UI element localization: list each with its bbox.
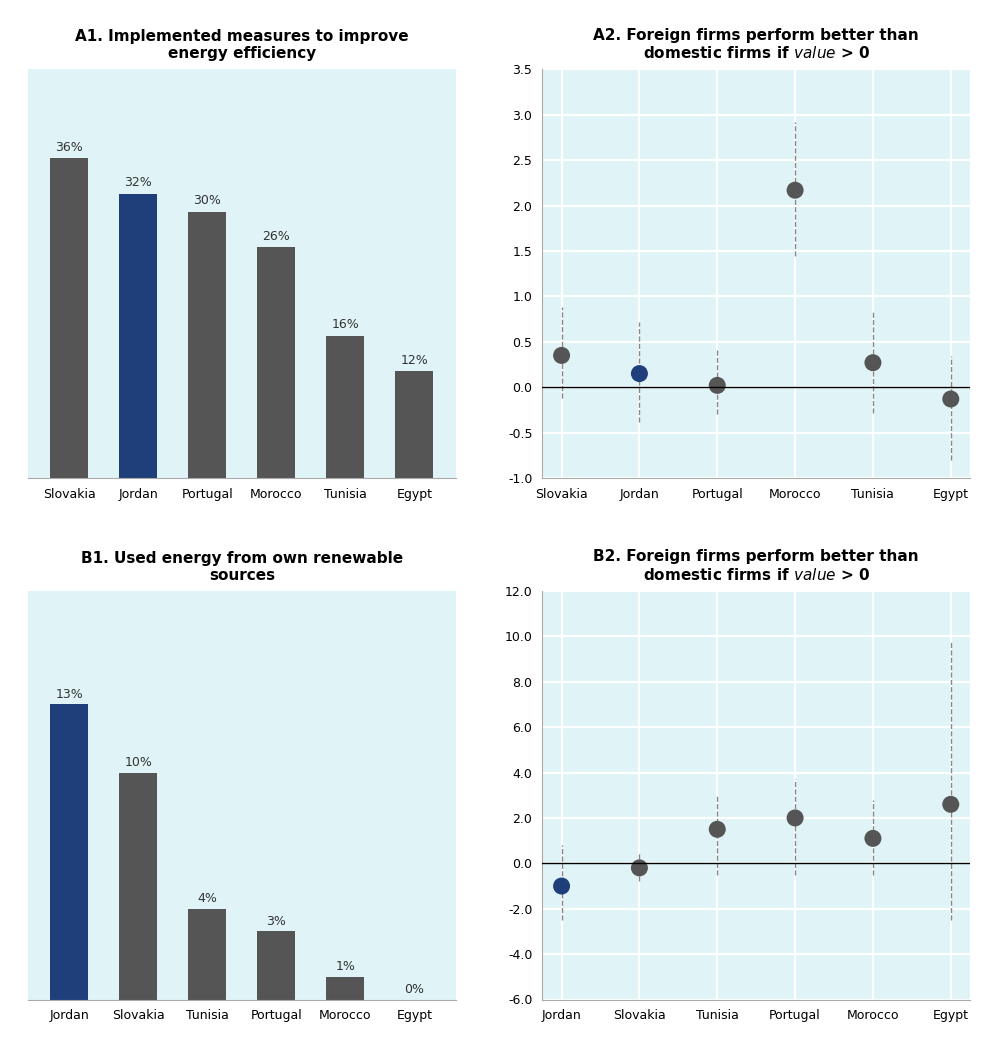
Text: 12%: 12%	[401, 354, 428, 366]
Point	[554, 878, 570, 895]
Text: 32%: 32%	[124, 176, 152, 189]
Point	[943, 391, 959, 407]
Text: 0%: 0%	[404, 983, 424, 996]
Bar	[257, 931, 295, 1000]
Text: 1%: 1%	[335, 961, 355, 973]
Bar	[188, 908, 226, 1000]
Text: 30%: 30%	[193, 194, 221, 207]
Text: 16%: 16%	[332, 318, 359, 332]
Text: 36%: 36%	[55, 141, 83, 154]
Point	[865, 354, 881, 371]
Text: 4%: 4%	[197, 892, 217, 905]
Title: A1. Implemented measures to improve
energy efficiency: A1. Implemented measures to improve ener…	[75, 29, 409, 61]
Text: 3%: 3%	[266, 915, 286, 928]
Bar	[188, 211, 226, 478]
Bar	[257, 247, 295, 478]
Point	[709, 821, 725, 838]
Point	[787, 182, 803, 198]
Title: A2. Foreign firms perform better than
domestic firms if $\it{value}$ > 0: A2. Foreign firms perform better than do…	[593, 27, 919, 61]
Point	[554, 348, 570, 364]
Point	[631, 365, 647, 382]
Title: B2. Foreign firms perform better than
domestic firms if $\it{value}$ > 0: B2. Foreign firms perform better than do…	[593, 549, 919, 583]
Bar	[50, 705, 88, 1000]
Point	[631, 860, 647, 877]
Bar	[326, 976, 364, 1000]
Bar	[119, 773, 157, 1000]
Text: 26%: 26%	[262, 230, 290, 243]
Bar	[326, 336, 364, 478]
Text: 13%: 13%	[55, 688, 83, 701]
Bar	[50, 159, 88, 478]
Text: 10%: 10%	[124, 756, 152, 770]
Bar	[119, 194, 157, 478]
Point	[865, 830, 881, 846]
Point	[787, 810, 803, 826]
Point	[943, 796, 959, 813]
Title: B1. Used energy from own renewable
sources: B1. Used energy from own renewable sourc…	[81, 550, 403, 583]
Point	[709, 377, 725, 394]
Bar	[395, 372, 433, 478]
